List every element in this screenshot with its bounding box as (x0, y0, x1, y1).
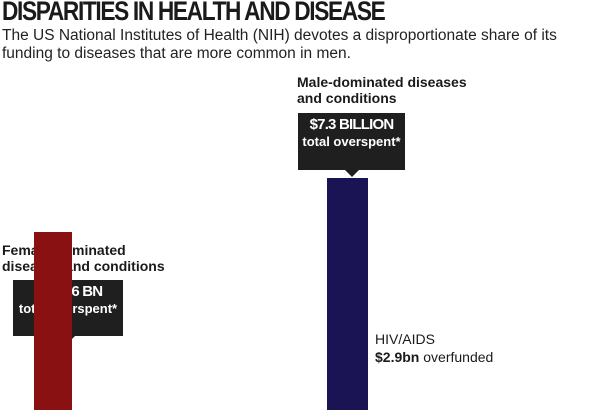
male-group-label: Male-dominated diseases and conditions (297, 74, 467, 106)
hiv-annotation-suffix: overfunded (419, 349, 494, 365)
hiv-annotation-value: $2.9bn (375, 349, 420, 365)
male-bar (327, 178, 368, 410)
male-callout: $7.3 BILLION total overspent* (298, 113, 405, 177)
female-bar (34, 232, 72, 410)
hiv-annotation-disease: HIV/AIDS (375, 331, 435, 347)
hiv-annotation-line: $2.9bn overfunded (375, 348, 493, 366)
chart-title: DISPARITIES IN HEALTH AND DISEASE (2, 0, 386, 26)
hiv-annotation: HIV/AIDS $2.9bn overfunded (375, 330, 493, 366)
female-group-label: Female-dominated diseases and conditions (2, 242, 165, 274)
male-callout-amount: $7.3 BILLION (309, 116, 395, 133)
chart-subtitle: The US National Institutes of Health (NI… (2, 27, 557, 62)
male-callout-sub: total overspent* (302, 134, 401, 149)
